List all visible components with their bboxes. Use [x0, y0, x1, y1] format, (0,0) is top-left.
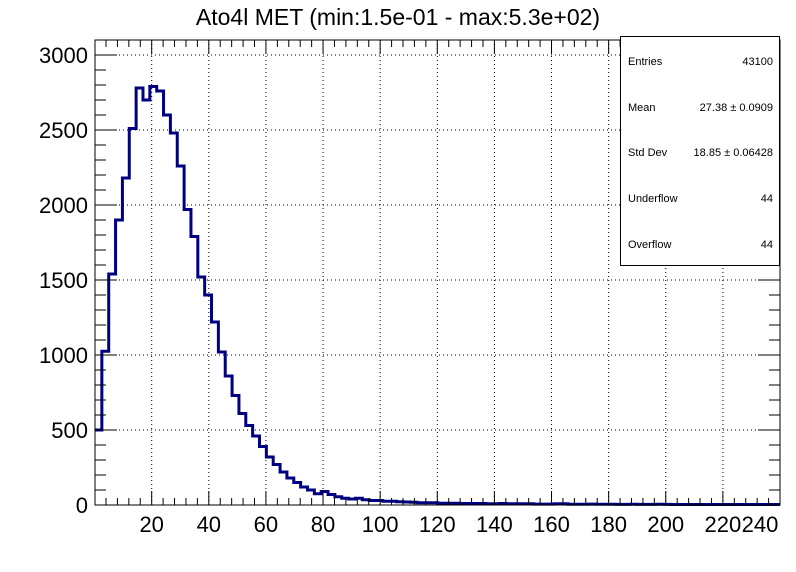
- x-tick-label: 220: [705, 512, 742, 537]
- y-tick-label: 0: [76, 493, 88, 518]
- stats-box: Entries 43100 Mean 27.38 ± 0.0909 Std De…: [620, 36, 780, 266]
- x-tick-label: 120: [419, 512, 456, 537]
- stats-stddev-label: Std Dev: [628, 147, 668, 159]
- stats-overflow-value: 44: [760, 239, 773, 251]
- chart-title: Ato4l MET (min:1.5e-01 - max:5.3e+02): [195, 4, 601, 30]
- x-tick-label: 40: [197, 512, 221, 537]
- histogram-series: [95, 85, 780, 507]
- x-tick-label: 140: [476, 512, 513, 537]
- stats-row-stddev: Std Dev 18.85 ± 0.06428: [628, 146, 773, 160]
- stats-underflow-label: Underflow: [628, 193, 678, 205]
- axis-tick-labels: 20 40 60 80 100 120 140 160 180 200 220 240 0 500 1000…: [39, 43, 778, 537]
- stats-row-entries: Entries 43100: [628, 55, 773, 69]
- x-tick-label: 80: [311, 512, 335, 537]
- stats-underflow-value: 44: [760, 193, 773, 205]
- x-tick-label: 20: [139, 512, 163, 537]
- x-tick-label: 60: [254, 512, 278, 537]
- stats-row-mean: Mean 27.38 ± 0.0909: [628, 101, 773, 115]
- x-tick-label: 100: [362, 512, 399, 537]
- y-tick-label: 3000: [39, 43, 88, 68]
- stats-row-overflow: Overflow 44: [628, 238, 773, 252]
- x-tick-label: 200: [647, 512, 684, 537]
- histogram-line: [95, 85, 780, 507]
- stats-entries-value: 43100: [742, 56, 773, 68]
- x-tick-label: 160: [533, 512, 570, 537]
- y-tick-label: 1500: [39, 268, 88, 293]
- y-tick-label: 1000: [39, 343, 88, 368]
- stats-overflow-label: Overflow: [628, 239, 672, 251]
- stats-mean-value: 27.38 ± 0.0909: [699, 102, 773, 114]
- x-tick-label: 240: [742, 512, 779, 537]
- y-tick-label: 500: [51, 418, 88, 443]
- x-tick-label: 180: [590, 512, 627, 537]
- stats-stddev-value: 18.85 ± 0.06428: [693, 147, 773, 159]
- stats-mean-label: Mean: [628, 102, 656, 114]
- stats-row-underflow: Underflow 44: [628, 192, 773, 206]
- stats-entries-label: Entries: [628, 56, 663, 68]
- y-tick-label: 2000: [39, 193, 88, 218]
- y-tick-label: 2500: [39, 118, 88, 143]
